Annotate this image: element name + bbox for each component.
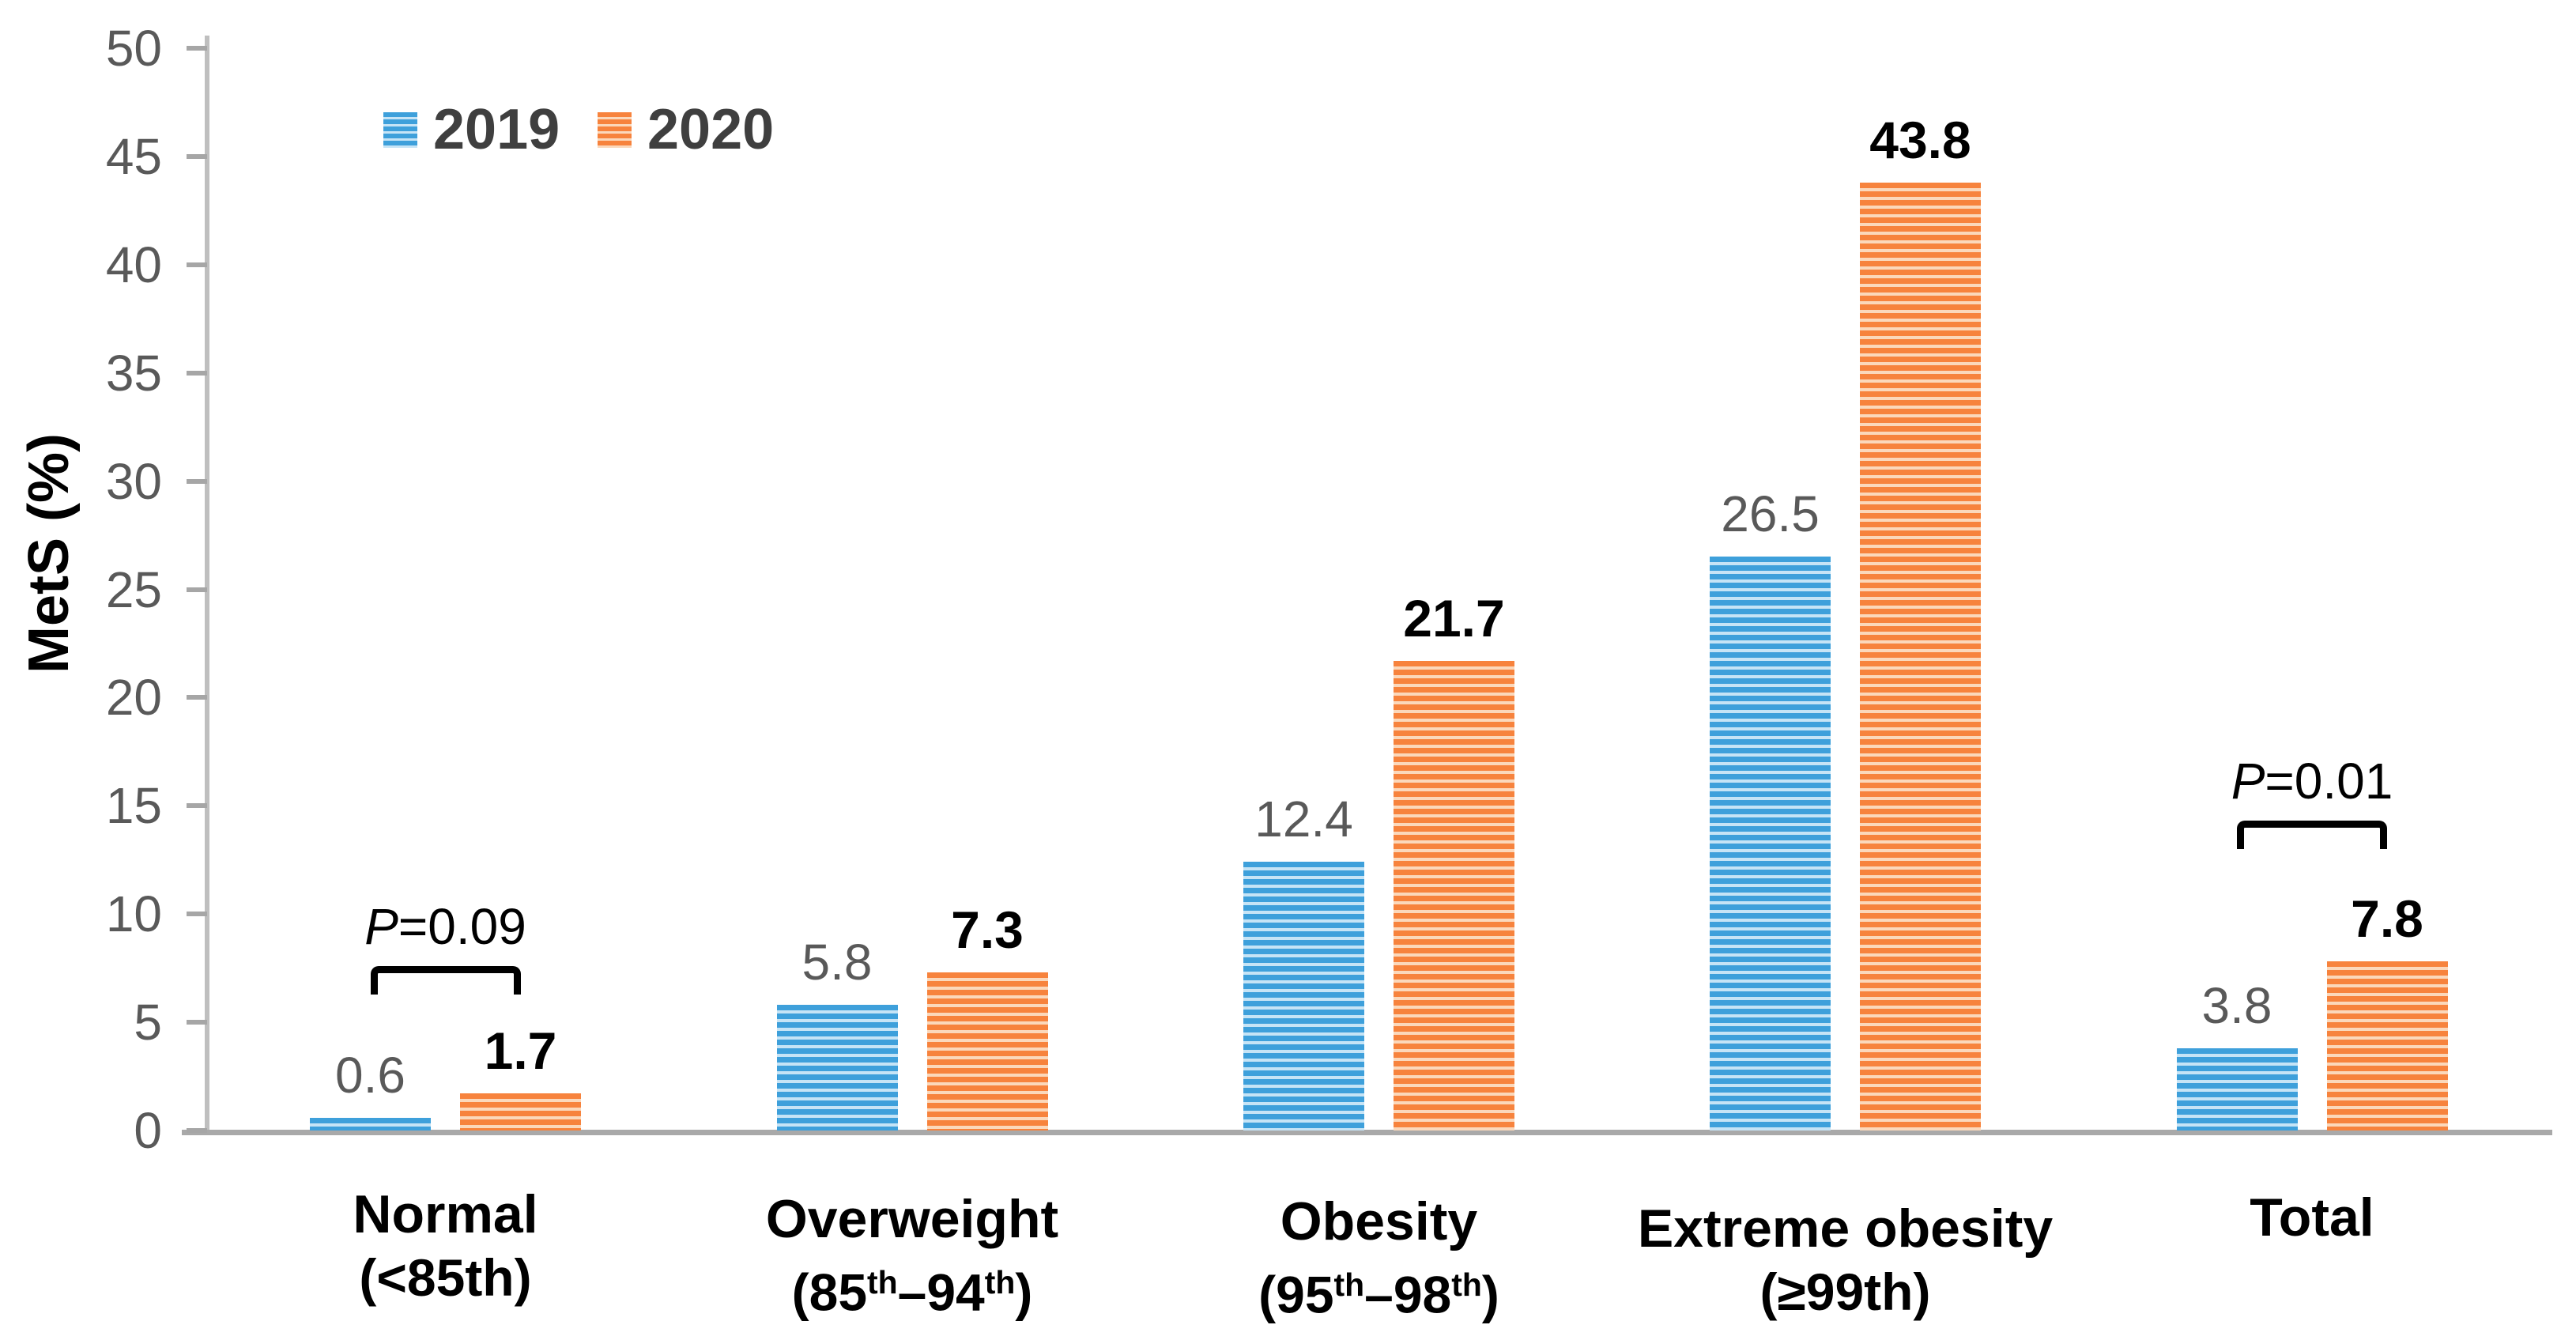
category-label-2-line1: Obesity <box>1280 1191 1478 1251</box>
y-tick-mark <box>187 46 207 51</box>
x-axis-baseline <box>182 1130 2552 1135</box>
p-value-bracket <box>2237 821 2387 849</box>
y-tick-label: 25 <box>105 561 162 618</box>
value-label-2019-4: 3.8 <box>2201 976 2272 1034</box>
value-label-2019-0: 0.6 <box>335 1046 405 1104</box>
category-label-1-line2: (85th–94th) <box>596 1252 1228 1322</box>
category-label-1-line1: Overweight <box>765 1189 1059 1249</box>
category-label-segment: –94 <box>897 1263 985 1322</box>
category-label-4-line1: Total <box>2250 1187 2374 1248</box>
p-value: =0.09 <box>398 898 526 955</box>
category-label-segment: th <box>1451 1266 1482 1303</box>
category-label-segment: (≥99th) <box>1759 1263 1931 1321</box>
category-label-segment: (85 <box>791 1263 868 1322</box>
bar-2020-2 <box>1394 660 1514 1131</box>
category-label-segment: th <box>1333 1266 1365 1303</box>
y-tick-label: 35 <box>105 344 162 402</box>
value-label-2019-1: 5.8 <box>801 934 873 991</box>
y-tick-label: 10 <box>105 885 162 943</box>
bar-2020-1 <box>926 972 1048 1131</box>
y-tick-mark <box>187 587 207 592</box>
category-label-0-line2: (<85th) <box>130 1248 762 1308</box>
y-tick-label: 15 <box>105 777 162 835</box>
bar-2020-3 <box>1860 182 1981 1131</box>
category-label-segment: ) <box>1481 1265 1499 1324</box>
category-label-3-line2: (≥99th) <box>1529 1262 2162 1322</box>
legend-label-2020: 2020 <box>647 98 775 161</box>
legend-item-2019: 2019 <box>383 101 560 158</box>
p-value-text: P=0.09 <box>209 895 683 958</box>
y-tick-label: 30 <box>105 452 162 510</box>
category-label-segment: (<85th) <box>359 1248 532 1307</box>
category-label-segment: –98 <box>1364 1265 1452 1324</box>
value-label-2020-2: 21.7 <box>1403 588 1505 647</box>
value-label-2020-1: 7.3 <box>951 900 1024 960</box>
p-symbol: P <box>2231 753 2265 810</box>
y-tick-label: 0 <box>134 1102 162 1159</box>
bar-2020-4 <box>2326 961 2448 1131</box>
p-symbol: P <box>364 898 398 955</box>
y-tick-mark <box>187 803 207 809</box>
y-tick-mark <box>187 153 207 159</box>
category-label-segment: (95 <box>1258 1265 1334 1324</box>
legend-label-2019: 2019 <box>433 98 560 161</box>
y-tick-label: 20 <box>105 669 162 727</box>
y-tick-mark <box>187 478 207 484</box>
value-label-2019-3: 26.5 <box>1721 485 1820 543</box>
bar-2019-3 <box>1710 557 1831 1131</box>
p-value: =0.01 <box>2265 753 2393 810</box>
bar-2019-0 <box>310 1117 431 1131</box>
bar-2019-1 <box>776 1005 898 1131</box>
category-label-segment: th <box>984 1264 1016 1300</box>
legend-swatch-2019 <box>383 111 417 148</box>
category-label-2-line2: (95th–98th) <box>1063 1255 1695 1324</box>
y-axis-line <box>205 36 209 1134</box>
category-label-segment: th <box>867 1264 898 1300</box>
value-label-2020-0: 1.7 <box>484 1021 557 1081</box>
legend-swatch-2020 <box>598 111 632 148</box>
value-label-2019-2: 12.4 <box>1254 791 1353 848</box>
value-label-2020-3: 43.8 <box>1869 110 1971 169</box>
y-tick-label: 40 <box>105 236 162 293</box>
p-value-bracket <box>370 966 521 995</box>
y-tick-label: 50 <box>105 20 162 77</box>
y-tick-mark <box>187 1020 207 1025</box>
bar-2020-0 <box>460 1093 581 1131</box>
category-label-3-line1: Extreme obesity <box>1637 1198 2054 1259</box>
legend-item-2020: 2020 <box>598 101 774 158</box>
y-tick-mark <box>187 1128 207 1133</box>
y-tick-mark <box>187 262 207 267</box>
bar-2019-4 <box>2176 1047 2298 1131</box>
y-tick-mark <box>187 370 207 376</box>
y-tick-label: 5 <box>134 994 162 1051</box>
value-label-2020-4: 7.8 <box>2351 889 2423 949</box>
y-tick-label: 45 <box>105 127 162 185</box>
category-label-0-line1: Normal <box>353 1184 538 1244</box>
y-tick-mark <box>187 912 207 917</box>
bar-2019-2 <box>1243 862 1364 1131</box>
p-value-text: P=0.01 <box>2075 749 2549 813</box>
y-tick-mark <box>187 695 207 700</box>
category-label-segment: ) <box>1015 1263 1033 1322</box>
